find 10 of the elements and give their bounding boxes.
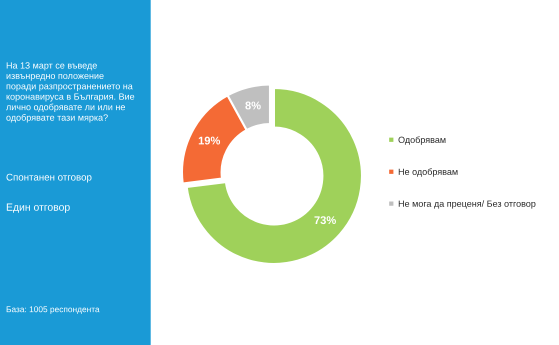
data-label: 73% <box>314 216 336 224</box>
legend-label: Одобрявам <box>398 136 446 145</box>
data-label: 19% <box>198 136 220 145</box>
text: На 13 март се въведе извънредно положение поради разпространението на коронавируса в България. Вие лично одобрявате ли или не одобрявате тази мярка? <box>6 62 134 123</box>
text: База: 1005 респондента <box>6 306 100 314</box>
data-label: 8% <box>245 102 261 110</box>
legend-label: Не мога да преценя/ Без отговор <box>398 200 536 209</box>
text: Един отговор <box>6 204 70 213</box>
legend-label: Не одобрявам <box>398 168 458 177</box>
text: Спонтанен отговор <box>6 174 92 183</box>
